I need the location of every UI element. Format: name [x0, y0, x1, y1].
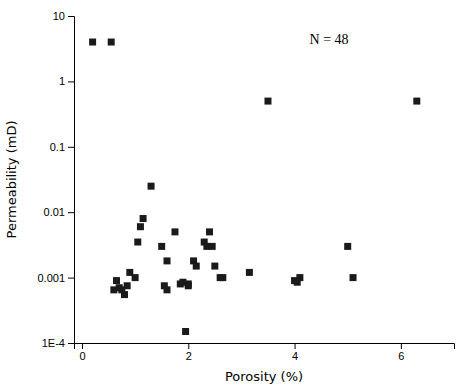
point — [193, 263, 200, 270]
points — [89, 39, 420, 335]
point — [124, 282, 131, 289]
point — [209, 243, 216, 250]
point — [264, 98, 271, 105]
tick-mark — [295, 343, 296, 349]
annotation: N = 48 — [310, 32, 349, 47]
tick-label: 10 — [53, 10, 65, 22]
point — [89, 39, 96, 46]
point — [113, 277, 120, 284]
point — [350, 274, 357, 281]
tick-label: 0.001 — [37, 272, 65, 284]
tick-mark — [68, 343, 74, 344]
point — [296, 274, 303, 281]
point — [134, 239, 141, 246]
tick-label: 1 — [59, 75, 65, 87]
tick: 4 — [292, 343, 298, 362]
point — [164, 286, 171, 293]
axis-line — [68, 17, 75, 344]
tick-mark — [68, 81, 74, 82]
point — [121, 291, 128, 298]
x-axis: 0 2 4 6 — [75, 343, 455, 362]
point — [206, 228, 213, 235]
tick-label: 6 — [398, 350, 404, 362]
tick-mark — [401, 343, 402, 349]
plot: 0 2 4 6 1E-4 0.001 0.01 0.1 1 10 Porosity (%) Perme… — [4, 10, 455, 384]
point — [140, 215, 147, 222]
tick: 10 — [53, 10, 74, 22]
tick-label: 2 — [186, 350, 192, 362]
tick-label: 0 — [79, 350, 85, 362]
point — [344, 243, 351, 250]
tick-mark — [68, 212, 74, 213]
point — [132, 274, 139, 281]
point — [158, 243, 165, 250]
point — [137, 223, 144, 230]
tick: 0.01 — [44, 206, 74, 218]
y-axis: 1E-4 0.001 0.01 0.1 1 10 — [37, 10, 74, 349]
point — [211, 263, 218, 270]
point — [413, 98, 420, 105]
tick-label: 4 — [292, 350, 298, 362]
axis-line — [75, 344, 455, 350]
tick-mark — [68, 16, 74, 17]
tick: 0.1 — [50, 141, 74, 153]
tick: 1E-4 — [42, 337, 74, 349]
point — [182, 328, 189, 335]
point — [164, 257, 171, 264]
chart: 0 2 4 6 1E-4 0.001 0.01 0.1 1 10 Porosity (%) Perme… — [0, 0, 474, 391]
point — [171, 228, 178, 235]
tick-mark — [68, 147, 74, 148]
tick-mark — [68, 278, 74, 279]
x-axis-title: Porosity (%) — [225, 369, 303, 384]
tick-label: 0.1 — [50, 141, 65, 153]
point — [185, 280, 192, 287]
point — [148, 183, 155, 190]
tick-mark — [82, 343, 83, 349]
tick: 6 — [398, 343, 404, 362]
point — [219, 274, 226, 281]
tick: 1 — [59, 75, 74, 87]
tick: 0.001 — [37, 272, 74, 284]
y-axis-title: Permeability (mD) — [4, 121, 19, 239]
point — [246, 269, 253, 276]
point — [108, 39, 115, 46]
tick-label: 1E-4 — [42, 337, 65, 349]
tick-label: 0.01 — [44, 206, 65, 218]
tick: 0 — [79, 343, 85, 362]
tick-mark — [188, 343, 189, 349]
tick: 2 — [186, 343, 192, 362]
